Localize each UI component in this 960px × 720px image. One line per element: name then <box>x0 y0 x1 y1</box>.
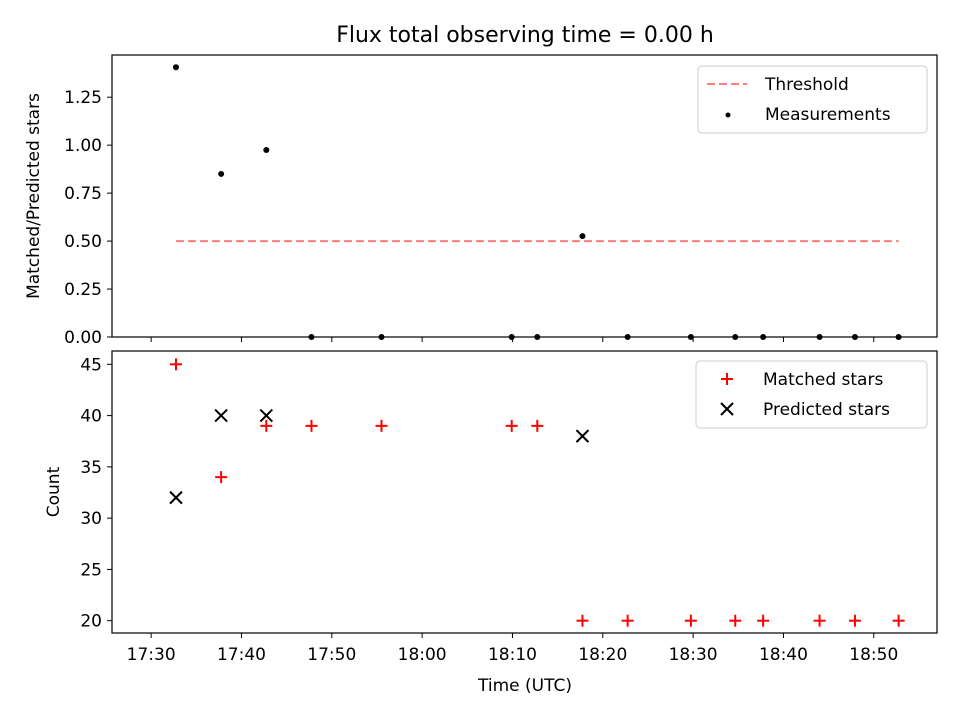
measurement-point <box>172 64 179 71</box>
measurement-point <box>579 233 586 240</box>
matched-star-point <box>215 471 228 484</box>
x-axis-label: Time (UTC) <box>477 676 572 696</box>
matched-star-point <box>505 419 518 432</box>
bottom-legend-box <box>695 360 928 429</box>
top-legend-box <box>697 65 928 134</box>
matched-star-point <box>305 419 318 432</box>
top-x-ticks <box>150 337 875 342</box>
top-y-tick-label: 0.50 <box>64 232 102 252</box>
bottom-y-tick-label: 25 <box>80 560 102 580</box>
x-tick-label: 17:40 <box>217 645 266 665</box>
bottom-y-tick-label: 20 <box>80 612 102 632</box>
bottom-y-ticks: 20 25 30 35 40 45 <box>80 355 112 632</box>
x-tick-label: 18:00 <box>398 645 447 665</box>
matched-star-point <box>531 419 544 432</box>
matched-star-point <box>729 614 742 627</box>
predicted-star-point <box>575 429 590 443</box>
x-tick-label: 17:50 <box>307 645 356 665</box>
bottom-y-tick-label: 40 <box>80 407 102 427</box>
measurement-point <box>263 146 270 153</box>
matched-star-point <box>375 419 388 432</box>
chart-title: Flux total observing time = 0.00 h <box>336 23 714 48</box>
bottom-axes: 20 25 30 35 40 45 17:30 17:40 17:50 18:00 18:10 18… <box>44 350 938 696</box>
bottom-axes-frame <box>111 350 938 634</box>
legend-matched-swatch <box>721 373 733 385</box>
top-axes-frame <box>111 54 938 338</box>
matched-star-point <box>260 419 273 432</box>
matched-star-point <box>757 614 770 627</box>
x-tick-label: 18:40 <box>759 645 808 665</box>
top-legend: Threshold Measurements <box>697 65 928 134</box>
bottom-y-tick-label: 30 <box>80 509 102 529</box>
bottom-y-tick-label: 45 <box>80 355 102 375</box>
top-y-tick-label: 0.75 <box>64 184 102 204</box>
bottom-y-axis-label: Count <box>44 466 64 517</box>
top-y-tick-label: 0.25 <box>64 280 102 300</box>
bottom-plot-area <box>169 358 905 627</box>
top-y-axis-label: Matched/Predicted stars <box>24 93 44 299</box>
predicted-star-point <box>214 408 228 423</box>
matched-star-point <box>892 614 905 627</box>
matched-star-point <box>848 614 861 627</box>
top-y-tick-label: 1.25 <box>64 88 102 108</box>
x-tick-label: 17:30 <box>127 645 176 665</box>
matched-star-point <box>684 614 697 627</box>
bottom-legend: Matched stars Predicted stars <box>695 360 928 429</box>
predicted-star-point <box>259 408 274 423</box>
predicted-star-point <box>169 490 183 505</box>
matched-star-point <box>813 614 826 627</box>
top-axes: 0.00 0.25 0.50 0.75 1.00 1.25 Matched/Predict… <box>24 54 938 348</box>
measurement-point <box>218 170 225 177</box>
x-tick-label: 18:30 <box>669 645 718 665</box>
legend-predicted-label: Predicted stars <box>763 400 890 420</box>
bottom-y-tick-label: 35 <box>80 458 102 478</box>
matched-star-point <box>621 614 634 627</box>
bottom-x-ticks: 17:30 17:40 17:50 18:00 18:10 18:20 18:30 18:40… <box>127 633 898 665</box>
x-tick-label: 18:20 <box>578 645 627 665</box>
x-tick-label: 18:10 <box>488 645 537 665</box>
matched-star-point <box>576 614 589 627</box>
legend-threshold-label: Threshold <box>764 75 849 95</box>
x-tick-label: 18:50 <box>849 645 898 665</box>
top-y-tick-label: 0.00 <box>64 328 102 348</box>
top-y-tick-label: 1.00 <box>64 136 102 156</box>
legend-matched-label: Matched stars <box>763 370 883 390</box>
legend-measurements-label: Measurements <box>765 105 891 125</box>
legend-predicted-swatch <box>720 402 734 416</box>
matched-star-point <box>169 358 182 371</box>
legend-measurements-swatch <box>725 112 731 118</box>
top-y-ticks: 0.00 0.25 0.50 0.75 1.00 1.25 <box>64 88 112 348</box>
